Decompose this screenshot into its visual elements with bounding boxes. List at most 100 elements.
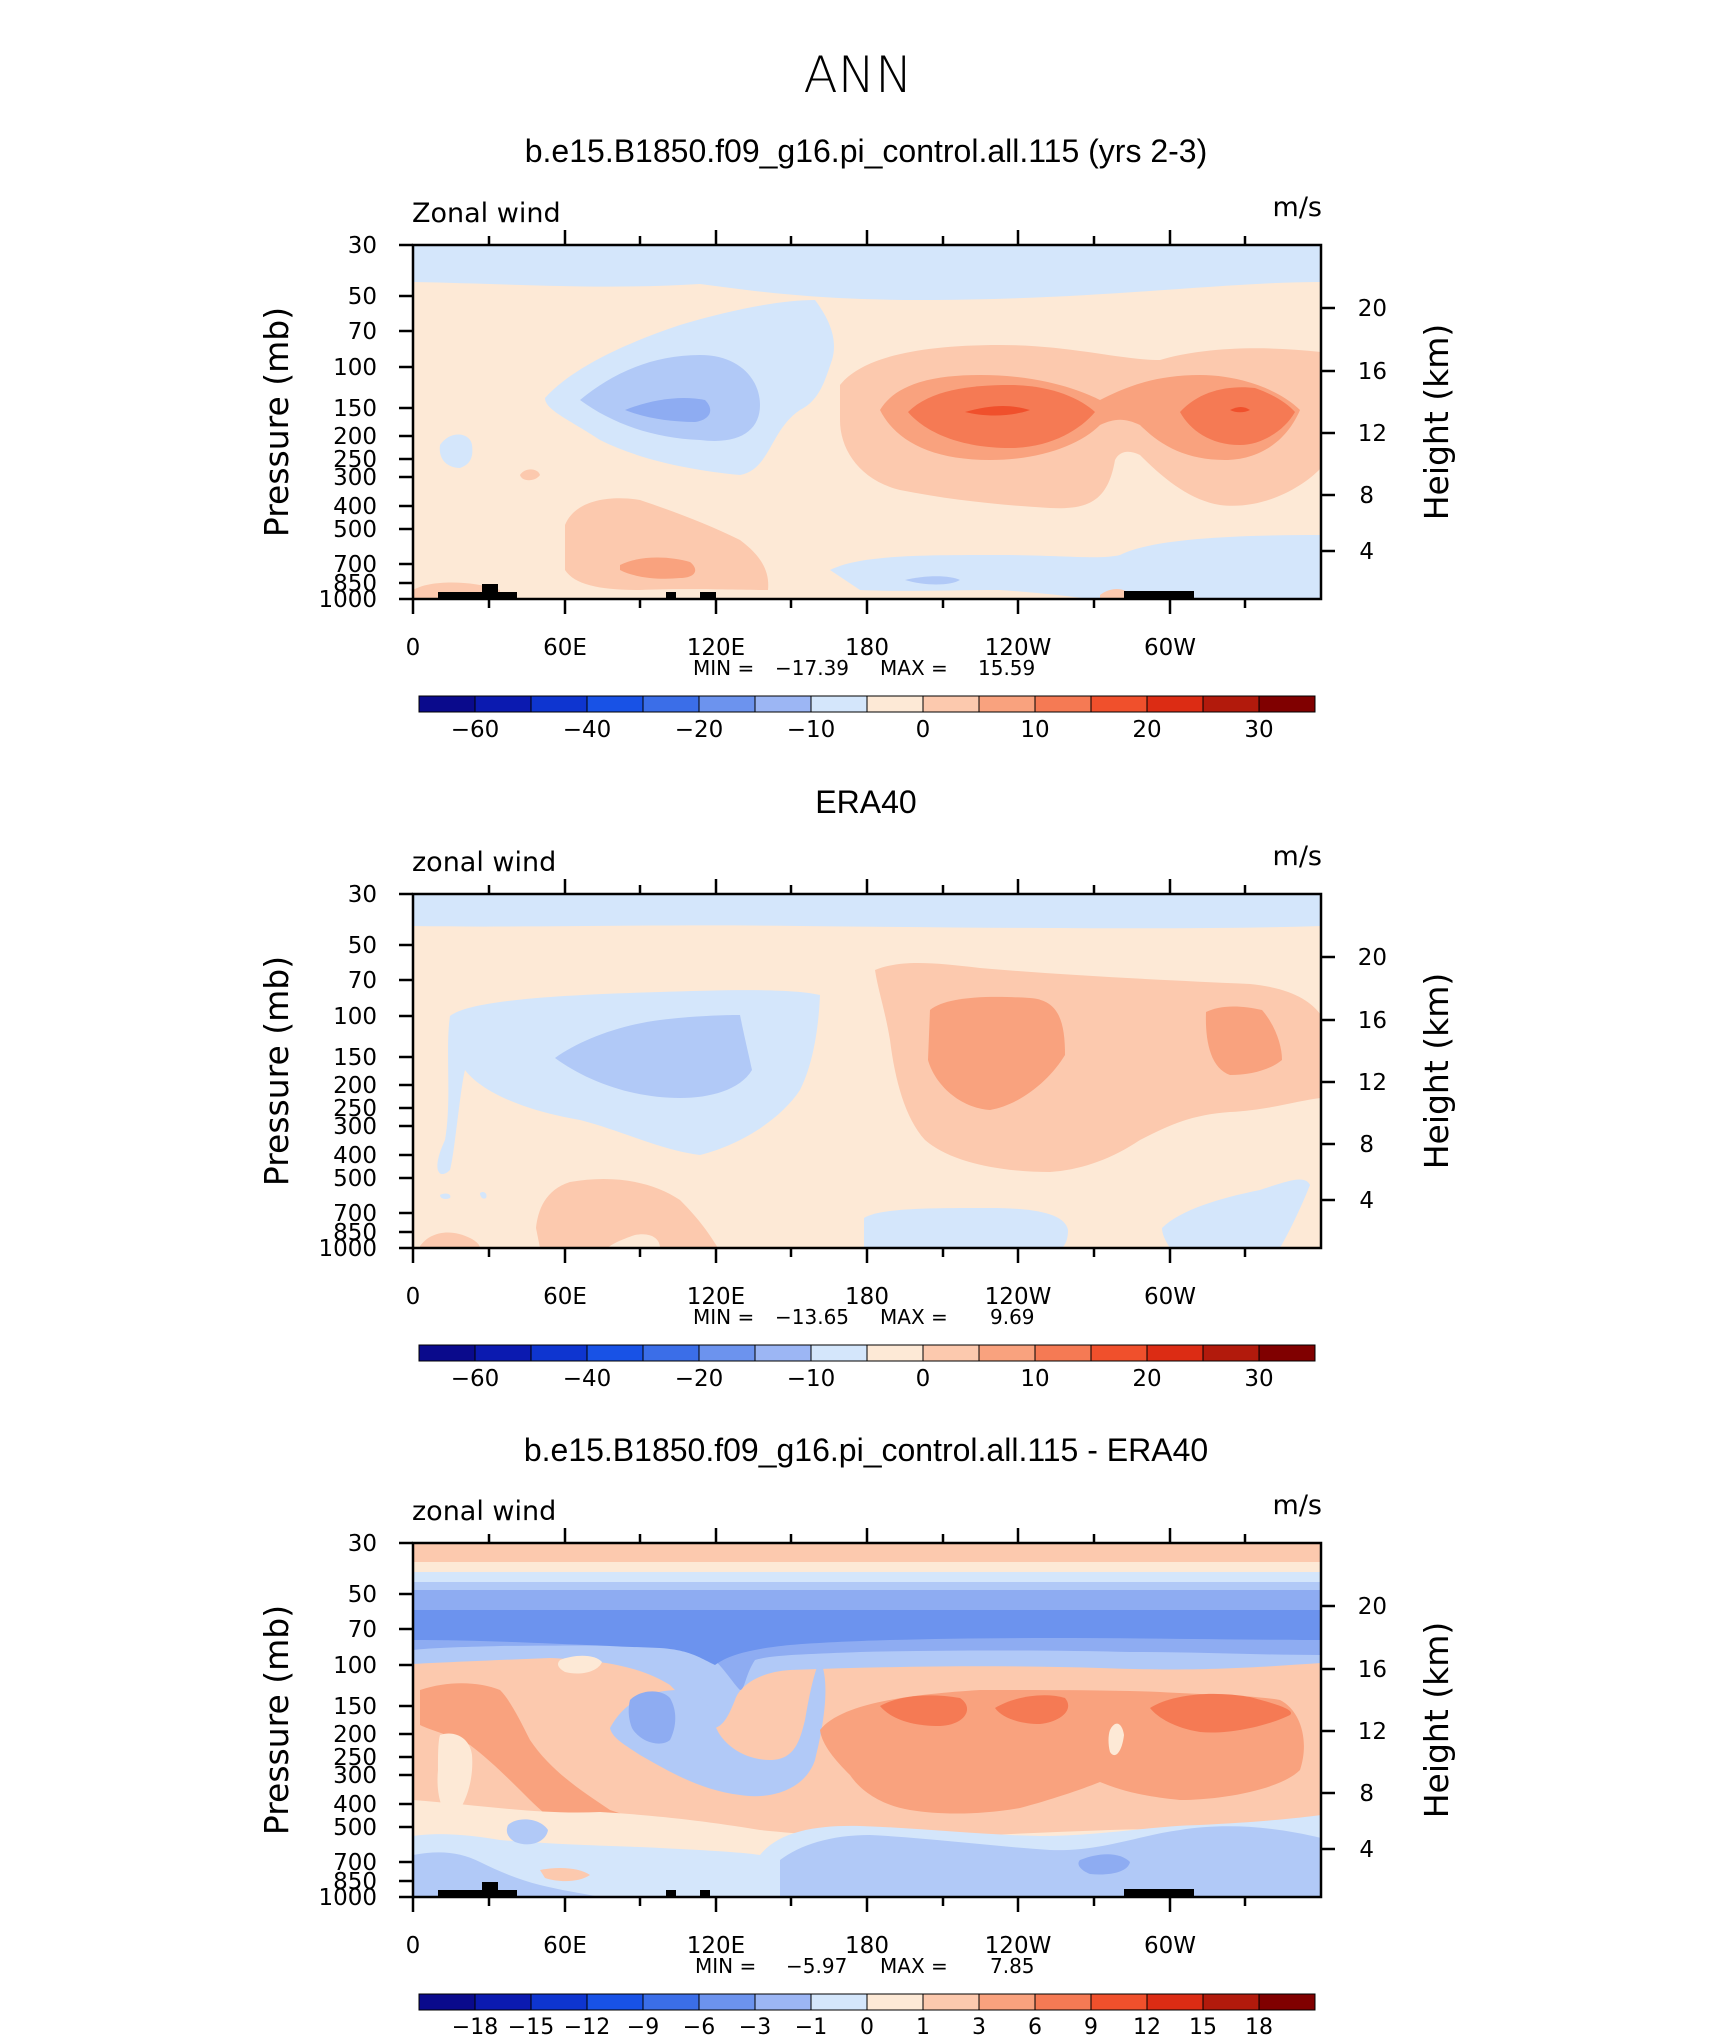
y-tick-label: 200 (333, 1722, 377, 1748)
colorbar-label: 1 (916, 2015, 930, 2038)
colorbar-swatch (530, 1344, 588, 1362)
colorbar-swatch (866, 695, 924, 713)
x-tick-label: 0 (406, 1933, 421, 1959)
panel-era40: ERA40 zonal wind m/s (257, 784, 1456, 1392)
colorbar-swatch (1146, 695, 1204, 713)
x-tick-label: 60W (1144, 635, 1196, 661)
colorbar-label: −60 (451, 717, 500, 743)
x-tick-label: 120W (985, 1284, 1052, 1310)
min-max-stats: MIN = −5.97 MAX = 7.85 (695, 1954, 1035, 1978)
colorbar-labels: −60 −40 −20 −10 0 10 20 30 (451, 1366, 1274, 1392)
min-max-stats: MIN = −13.65 MAX = 9.69 (693, 1305, 1035, 1329)
colorbar-swatch (1258, 1344, 1316, 1362)
contour-field (413, 894, 1321, 1248)
y-tick-label: 300 (333, 1114, 377, 1140)
colorbar-swatch (698, 1344, 756, 1362)
y-tick-label: 50 (348, 933, 377, 959)
height-tick-label: 12 (1358, 1719, 1387, 1745)
min-label: MIN = (693, 1305, 754, 1329)
panel-model: b.e15.B1850.f09_g16.pi_control.all.115 (… (257, 133, 1456, 743)
y-right-tick-labels: 20 16 12 8 4 (1358, 296, 1387, 565)
height-tick-label: 12 (1358, 421, 1387, 447)
colorbar-swatch (642, 1344, 700, 1362)
y-right-axis-label: Height (km) (1417, 324, 1456, 521)
height-tick-label: 20 (1358, 1594, 1387, 1620)
colorbar-label: −20 (675, 1366, 724, 1392)
colorbar-label: 20 (1132, 717, 1161, 743)
height-tick-label: 20 (1358, 296, 1387, 322)
colorbar-swatch (586, 695, 644, 713)
colorbar-label: −40 (563, 1366, 612, 1392)
x-tick-label: 180 (845, 635, 889, 661)
height-tick-label: 20 (1358, 945, 1387, 971)
colorbar-swatch (1034, 1993, 1092, 2011)
variable-label: zonal wind (412, 1496, 556, 1527)
y-tick-label: 200 (333, 1073, 377, 1099)
x-tick-labels: 0 60E 120E 180 120W 60W (406, 1933, 1196, 1959)
y-ticks (399, 243, 1335, 601)
x-tick-label: 60W (1144, 1284, 1196, 1310)
colorbar-labels: −18 −15 −12 −9 −6 −3 −1 0 1 3 6 9 12 15 … (452, 2015, 1273, 2038)
y-tick-label: 700 (333, 1850, 377, 1876)
colorbar-swatch (418, 695, 476, 713)
panel-title: b.e15.B1850.f09_g16.pi_control.all.115 -… (524, 1432, 1208, 1468)
x-tick-label: 120E (687, 635, 745, 661)
colorbar-label: 15 (1189, 2015, 1217, 2038)
min-value: −5.97 (786, 1954, 847, 1978)
colorbar-swatch (586, 1344, 644, 1362)
y-axis-label: Pressure (mb) (257, 307, 296, 537)
y-tick-label: 300 (333, 465, 377, 491)
y-tick-label: 400 (333, 1792, 377, 1818)
height-tick-label: 16 (1358, 1008, 1387, 1034)
y-tick-label: 700 (333, 1201, 377, 1227)
x-tick-label: 60E (543, 635, 587, 661)
y-right-axis-label: Height (km) (1417, 1622, 1456, 1819)
x-ticks (411, 1528, 1247, 1912)
y-tick-label: 250 (333, 447, 377, 473)
colorbar-swatch (474, 1993, 532, 2011)
x-tick-labels: 0 60E 120E 180 120W 60W (406, 635, 1196, 661)
colorbar-label: 0 (916, 1366, 931, 1392)
y-tick-label: 250 (333, 1745, 377, 1771)
min-label: MIN = (693, 656, 754, 680)
colorbar-swatch (978, 695, 1036, 713)
height-tick-label: 4 (1359, 539, 1374, 565)
min-max-stats: MIN = −17.39 MAX = 15.59 (693, 656, 1035, 680)
max-label: MAX = (880, 1305, 948, 1329)
colorbar-label: 12 (1133, 2015, 1161, 2038)
colorbar-swatch (922, 1993, 980, 2011)
y-tick-label: 30 (348, 233, 377, 259)
colorbar-label: 10 (1020, 717, 1049, 743)
y-tick-label: 1000 (318, 1885, 377, 1911)
x-tick-label: 120W (985, 635, 1052, 661)
y-tick-label: 70 (348, 968, 377, 994)
y-tick-label: 150 (333, 1045, 377, 1071)
colorbar-label: 10 (1020, 1366, 1049, 1392)
colorbar-swatch (530, 695, 588, 713)
y-tick-label: 500 (333, 1166, 377, 1192)
variable-label: zonal wind (412, 847, 556, 878)
panel-title: b.e15.B1850.f09_g16.pi_control.all.115 (… (525, 133, 1208, 169)
colorbar-label: −15 (508, 2015, 554, 2038)
colorbar-swatch (1090, 695, 1148, 713)
colorbar-swatch (642, 1993, 700, 2011)
colorbar-swatch (754, 695, 812, 713)
x-tick-label: 60E (543, 1284, 587, 1310)
y-ticks (399, 1541, 1335, 1899)
contour-field (413, 1543, 1321, 1897)
figure-title: ANN (803, 46, 912, 104)
y-tick-labels: 30 50 70 100 150 200 250 300 400 500 700… (318, 233, 377, 613)
panel-title: ERA40 (815, 784, 916, 820)
colorbar-swatch (1090, 1344, 1148, 1362)
y-tick-label: 100 (333, 1004, 377, 1030)
y-tick-label: 850 (333, 1220, 377, 1246)
y-tick-label: 200 (333, 424, 377, 450)
y-tick-label: 100 (333, 1653, 377, 1679)
colorbar-label: −40 (563, 717, 612, 743)
y-ticks (399, 892, 1335, 1250)
colorbar-swatch (978, 1344, 1036, 1362)
height-tick-label: 8 (1359, 1132, 1374, 1158)
y-tick-label: 400 (333, 494, 377, 520)
y-tick-label: 1000 (318, 1236, 377, 1262)
